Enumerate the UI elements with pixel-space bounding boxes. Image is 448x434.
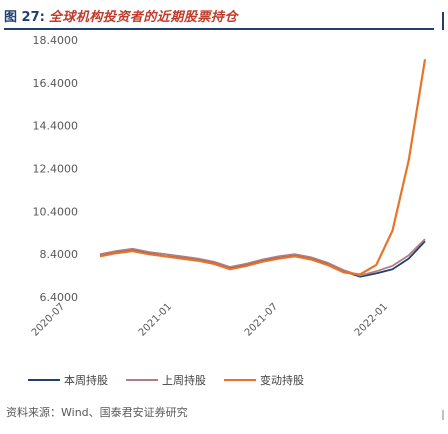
- legend-swatch: [28, 379, 60, 381]
- figure-title: 全球机构投资者的近期股票持仓: [48, 9, 238, 25]
- y-tick-label: 10.4000: [33, 205, 79, 218]
- legend-label: 变动持股: [260, 374, 304, 387]
- title-rule: [4, 28, 434, 30]
- legend-item: 本周持股: [28, 372, 108, 388]
- legend-swatch: [224, 379, 256, 381]
- legend-label: 上周持股: [162, 374, 206, 387]
- y-tick-label: 8.4000: [40, 248, 79, 261]
- x-tick-label: 2020-07: [30, 301, 67, 338]
- footer-edge-mark: [442, 410, 444, 420]
- x-axis: 2020-07 2021-01 2021-07 2022-01: [30, 301, 390, 338]
- header-edge-mark: [442, 12, 444, 30]
- x-tick-label: 2021-07: [243, 301, 280, 338]
- y-tick-label: 18.4000: [33, 34, 79, 47]
- figure-number: 图 27:: [4, 9, 45, 25]
- series-layer: [99, 59, 427, 278]
- legend-item: 变动持股: [224, 372, 304, 388]
- figure-title-row: 图 27: 全球机构投资者的近期股票持仓: [4, 4, 238, 26]
- y-axis: 18.4000 16.4000 14.4000 12.4000 10.4000 8.400…: [33, 34, 79, 304]
- y-tick-label: 12.4000: [33, 163, 79, 176]
- x-tick-label: 2022-01: [353, 301, 390, 338]
- y-tick-label: 14.4000: [33, 120, 79, 133]
- legend-label: 本周持股: [64, 374, 108, 387]
- legend-item: 上周持股: [126, 372, 206, 388]
- series-line-2: [99, 238, 426, 277]
- legend: 本周持股 上周持股 变动持股: [28, 372, 322, 388]
- line-chart: 18.4000 16.4000 14.4000 12.4000 10.4000 8.400…: [30, 34, 427, 339]
- source-note: 资料来源：Wind、国泰君安证券研究: [6, 406, 188, 419]
- y-tick-label: 16.4000: [33, 77, 79, 90]
- legend-swatch: [126, 379, 158, 381]
- y-tick-label: 6.4000: [40, 291, 79, 304]
- series-line-3: [99, 59, 427, 276]
- x-tick-label: 2021-01: [137, 301, 174, 338]
